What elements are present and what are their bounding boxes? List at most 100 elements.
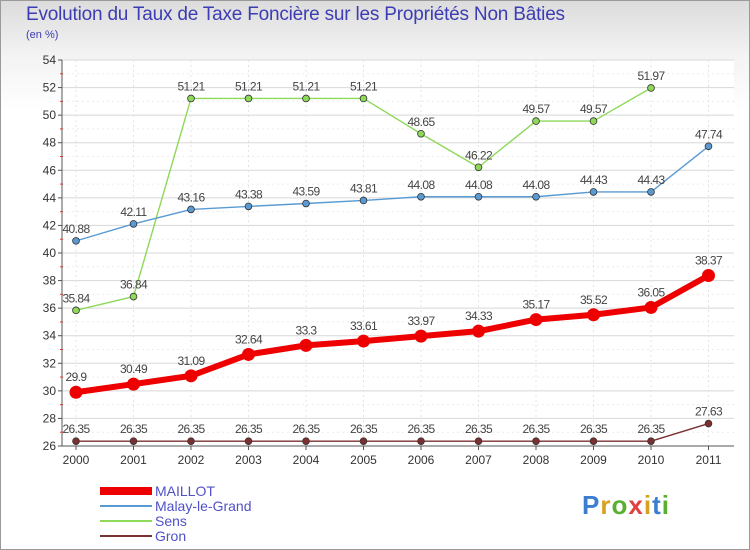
- x-tick-label: 2005: [350, 453, 377, 467]
- data-point: [474, 192, 483, 201]
- data-point: [529, 313, 543, 327]
- data-point: [184, 369, 198, 383]
- chart-subtitle: (en %): [26, 29, 59, 41]
- data-label: 51.21: [350, 79, 378, 93]
- y-tick-label: 38: [43, 274, 57, 288]
- data-label: 43.81: [350, 181, 378, 195]
- chart-title: Evolution du Taux de Taxe Foncière sur l…: [26, 4, 565, 25]
- x-tick-label: 2003: [235, 453, 262, 467]
- data-point: [72, 306, 80, 315]
- data-label: 30.49: [120, 362, 148, 376]
- data-point: [129, 292, 138, 301]
- x-tick-label: 2000: [63, 453, 90, 467]
- data-label: 43.16: [177, 190, 205, 204]
- data-label: 44.43: [637, 173, 665, 187]
- data-label: 31.09: [177, 354, 205, 368]
- data-point: [69, 385, 83, 399]
- data-label: 43.38: [235, 187, 263, 201]
- x-tick-label: 2011: [696, 453, 722, 467]
- data-point: [417, 129, 425, 138]
- data-label: 27.63: [695, 405, 723, 419]
- data-label: 26.35: [62, 422, 90, 436]
- data-label: 51.97: [637, 69, 665, 83]
- data-label: 35.84: [62, 291, 90, 305]
- data-label: 44.08: [465, 178, 493, 192]
- data-label: 26.35: [292, 422, 320, 436]
- data-point: [532, 192, 540, 201]
- data-label: 42.11: [120, 205, 147, 219]
- data-point: [244, 437, 253, 445]
- x-tick-label: 2009: [580, 453, 607, 467]
- data-label: 36.05: [637, 285, 665, 299]
- y-tick-label: 50: [43, 108, 57, 122]
- data-label: 36.84: [120, 278, 148, 292]
- data-point: [472, 324, 485, 338]
- data-label: 26.35: [407, 422, 435, 436]
- data-point: [417, 437, 425, 445]
- y-tick-label: 54: [43, 53, 57, 67]
- data-label: 29.9: [66, 370, 88, 384]
- data-point: [417, 192, 425, 201]
- y-tick-label: 30: [43, 384, 57, 398]
- data-label: 33.97: [407, 314, 435, 328]
- data-label: 48.65: [407, 115, 435, 129]
- x-tick-label: 2008: [523, 453, 550, 467]
- y-tick-label: 32: [43, 356, 57, 370]
- data-point: [532, 117, 540, 125]
- data-label: 33.61: [350, 319, 378, 333]
- data-point: [302, 437, 310, 445]
- y-tick-label: 52: [43, 81, 57, 95]
- y-tick-label: 48: [43, 136, 57, 150]
- y-tick-label: 44: [43, 191, 57, 205]
- data-label: 49.57: [580, 102, 608, 116]
- legend-swatch: [100, 487, 152, 495]
- series-line-maillot: [73, 272, 712, 396]
- series-line-gron: [75, 422, 710, 442]
- legend-label: Gron: [155, 528, 187, 544]
- data-label: 44.08: [522, 178, 550, 192]
- logo-letter: P: [582, 490, 601, 520]
- data-point: [647, 437, 655, 445]
- data-point: [187, 205, 195, 214]
- data-label: 38.37: [695, 253, 723, 267]
- logo-letter: o: [611, 490, 629, 520]
- data-label: 47.74: [695, 127, 723, 141]
- data-point: [72, 237, 80, 245]
- data-label: 26.35: [522, 422, 550, 436]
- data-point: [72, 437, 80, 445]
- data-label: 44.08: [407, 178, 435, 192]
- x-tick-label: 2010: [638, 453, 665, 467]
- data-point: [704, 142, 713, 151]
- data-label: 49.57: [522, 102, 550, 116]
- data-point: [187, 94, 195, 103]
- data-point: [644, 300, 658, 314]
- legend-swatch: [100, 520, 152, 522]
- data-label: 26.35: [637, 422, 665, 436]
- data-point: [702, 268, 715, 282]
- legend-label: Sens: [155, 513, 187, 529]
- data-point: [589, 117, 598, 125]
- data-point: [129, 220, 138, 228]
- data-point: [244, 94, 253, 103]
- data-label: 43.59: [292, 185, 320, 199]
- x-tick-label: 2001: [120, 453, 147, 467]
- data-label: 51.21: [177, 79, 205, 93]
- data-point: [587, 308, 600, 322]
- data-label: 32.64: [235, 332, 263, 346]
- data-label: 26.35: [580, 422, 608, 436]
- data-label: 44.43: [580, 173, 608, 187]
- data-point: [129, 437, 138, 445]
- data-label: 26.35: [465, 422, 493, 436]
- data-label: 33.3: [296, 323, 318, 337]
- data-point: [474, 437, 483, 445]
- series-line-malay-le-grand: [75, 145, 710, 242]
- data-label: 26.35: [177, 422, 205, 436]
- y-tick-label: 36: [43, 301, 57, 315]
- data-point: [589, 188, 598, 196]
- y-tick-label: 40: [43, 246, 57, 260]
- logo-letter: x: [628, 490, 644, 520]
- data-label: 51.21: [235, 79, 263, 93]
- data-label: 35.17: [522, 298, 550, 312]
- legend-swatch: [100, 505, 152, 507]
- legend-label: MAILLOT: [155, 483, 215, 499]
